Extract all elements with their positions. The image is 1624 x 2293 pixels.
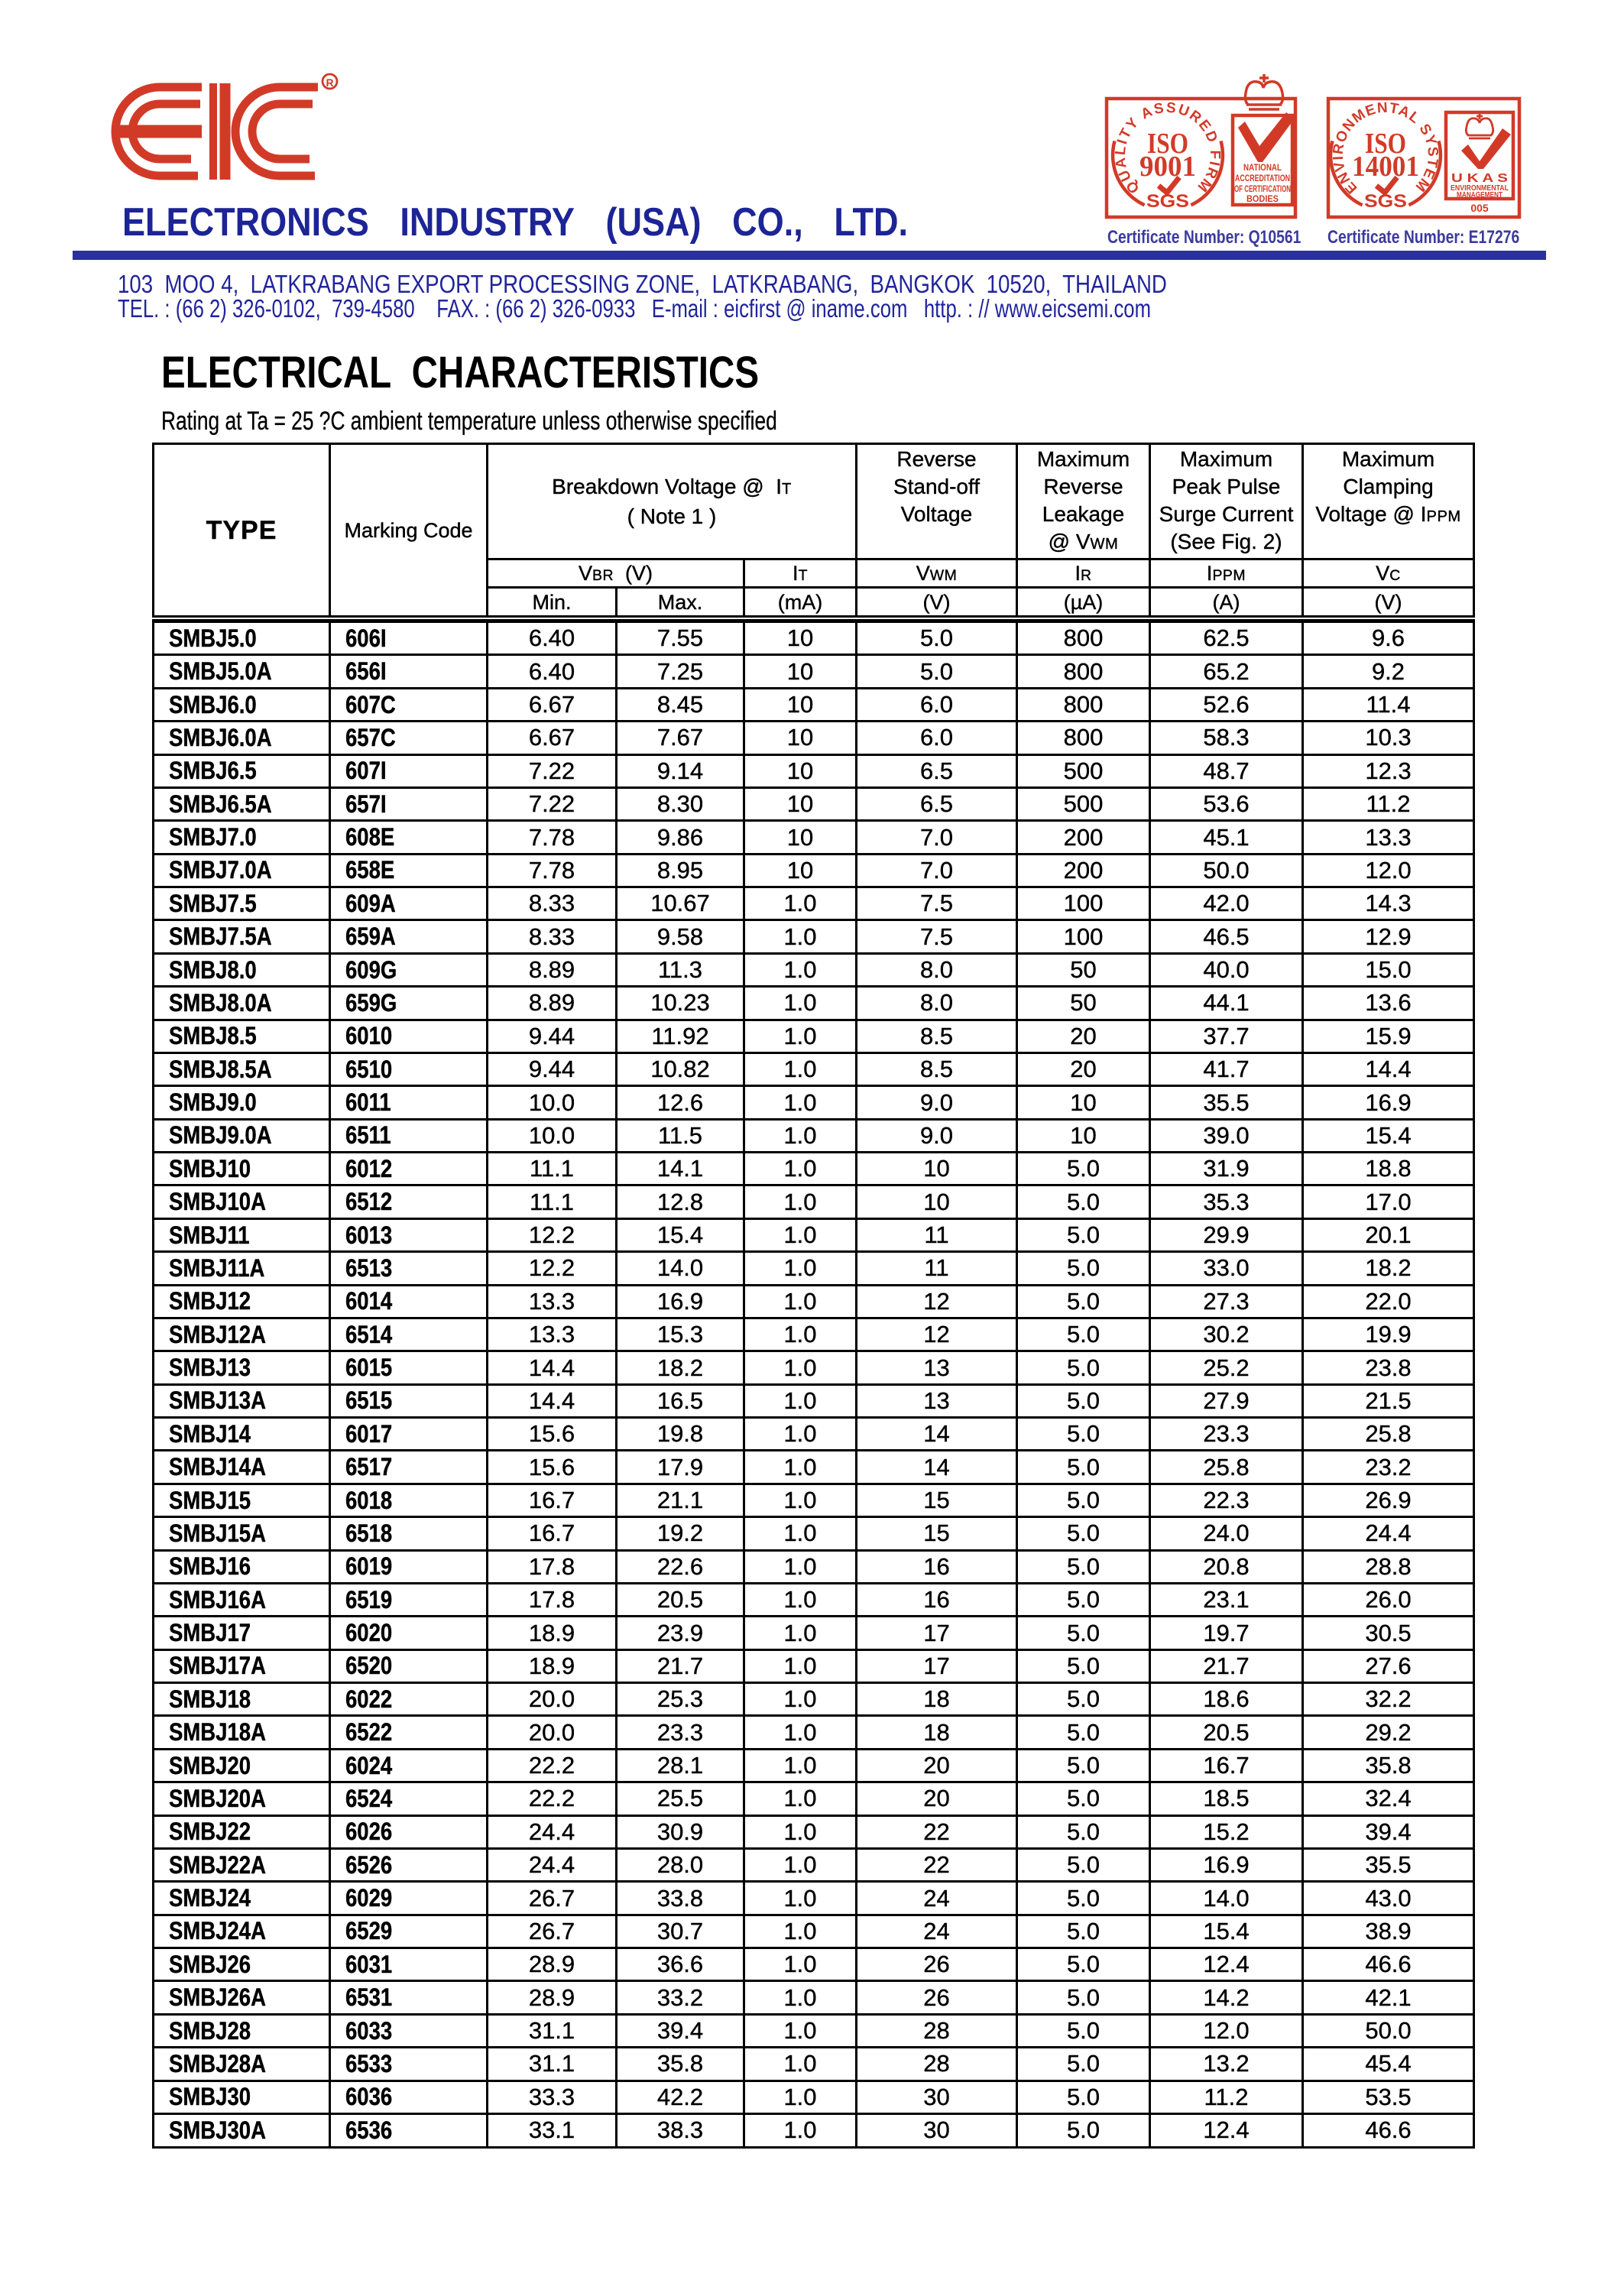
svg-text:ISO: ISO — [1365, 128, 1406, 160]
svg-text:9001: 9001 — [1139, 151, 1196, 183]
svg-text:BODIES: BODIES — [1246, 193, 1279, 204]
svg-text:MANAGEMENT: MANAGEMENT — [1457, 190, 1502, 199]
svg-text:ACCREDITATION: ACCREDITATION — [1235, 173, 1290, 183]
svg-text:NATIONAL: NATIONAL — [1243, 162, 1282, 173]
svg-text:R: R — [326, 76, 333, 89]
svg-text:SGS: SGS — [1364, 191, 1407, 212]
svg-text:ENVIRONMENTAL: ENVIRONMENTAL — [1451, 183, 1509, 193]
svg-text:OF CERTIFICATION: OF CERTIFICATION — [1234, 183, 1291, 194]
svg-text:U K A S: U K A S — [1451, 172, 1508, 185]
svg-text:005: 005 — [1470, 202, 1489, 214]
svg-text:ISO: ISO — [1147, 128, 1188, 160]
svg-text:SGS: SGS — [1146, 191, 1189, 212]
svg-text:14001: 14001 — [1352, 151, 1419, 183]
